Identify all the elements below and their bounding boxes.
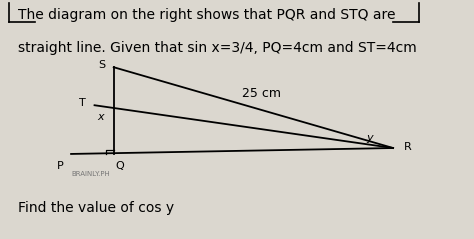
Text: BRAINLY.PH: BRAINLY.PH xyxy=(71,171,110,177)
Text: P: P xyxy=(57,161,64,171)
Text: R: R xyxy=(404,142,411,152)
Text: 25 cm: 25 cm xyxy=(242,87,282,100)
Text: The diagram on the right shows that PQR and STQ are: The diagram on the right shows that PQR … xyxy=(18,8,395,22)
Text: S: S xyxy=(98,60,105,70)
Text: Find the value of cos y: Find the value of cos y xyxy=(18,201,174,215)
Text: x: x xyxy=(98,112,104,122)
Text: Q: Q xyxy=(116,161,125,171)
Text: y: y xyxy=(366,133,373,143)
Text: straight line. Given that sin x=3/4, PQ=4cm and ST=4cm: straight line. Given that sin x=3/4, PQ=… xyxy=(18,41,417,55)
Text: T: T xyxy=(79,98,86,108)
